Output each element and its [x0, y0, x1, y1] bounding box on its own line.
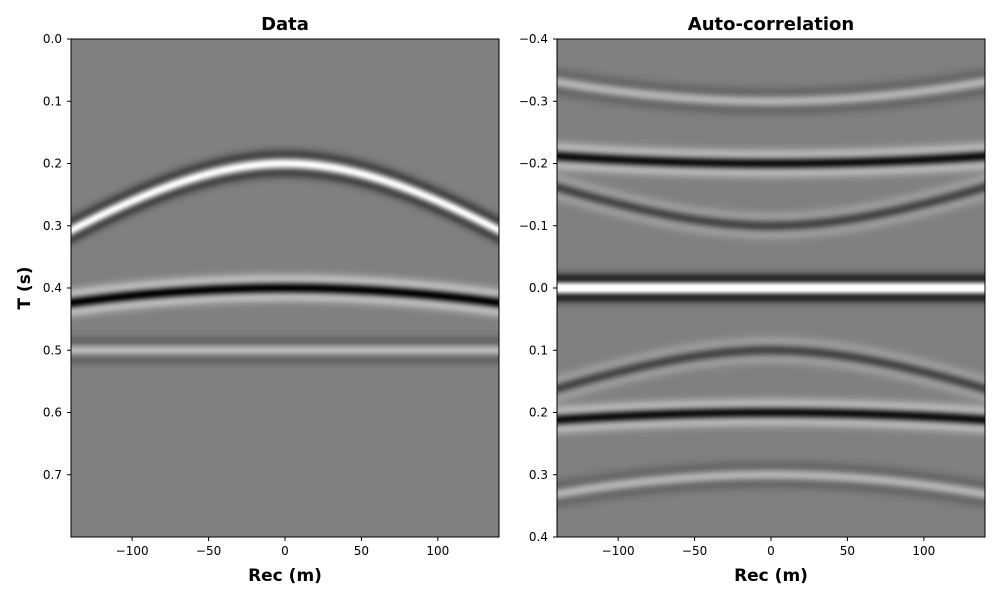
autocorrelation-y-axis: −0.4 −0.3 −0.2 −0.1 0.0 0.1 0.2 0.3 0.4 — [519, 32, 557, 544]
data-x-tick-label: 0 — [281, 544, 289, 558]
data-y-tick-label: 0.2 — [43, 157, 62, 171]
data-y-tick-label: 0.7 — [43, 468, 62, 482]
autocorrelation-x-tick-label: 100 — [912, 544, 935, 558]
autocorrelation-y-tick-label: 0.4 — [529, 530, 548, 544]
autocorrelation-x-tick-label: −50 — [682, 544, 707, 558]
autocorrelation-x-axis-title: Rec (m) — [734, 566, 808, 586]
data-x-tick-label: 100 — [426, 544, 449, 558]
autocorrelation-y-tick-label: 0.3 — [529, 468, 548, 482]
data-y-tick-label: 0.5 — [43, 343, 62, 357]
autocorrelation-x-tick-label: 50 — [840, 544, 855, 558]
autocorrelation-x-tick-label: −100 — [602, 544, 635, 558]
autocorrelation-panel: Auto-correlation −100 −50 0 50 100 −0.4−0.3−… — [519, 14, 986, 586]
data-y-tick-label: 0.0 — [43, 32, 62, 46]
data-x-tick-label: −50 — [196, 544, 221, 558]
data-x-tick-label: 50 — [354, 544, 369, 558]
data-y-tick-label: 0.6 — [43, 406, 62, 420]
autocorrelation-y-tick-label: 0.2 — [529, 406, 548, 420]
autocorrelation-x-tick-label: 0 — [767, 544, 775, 558]
data-y-axis: 0.0 0.1 0.2 0.3 0.4 0.5 0.6 0.7 — [43, 32, 71, 482]
autocorrelation-y-tick-label: −0.1 — [519, 219, 548, 233]
data-panel-title: Data — [261, 14, 309, 35]
autocorrelation-y-tick-label: −0.4 — [519, 32, 548, 46]
autocorrelation-y-tick-label: −0.2 — [519, 157, 548, 171]
data-y-tick-label: 0.3 — [43, 219, 62, 233]
autocorrelation-y-tick-label: 0.0 — [529, 281, 548, 295]
data-x-axis: −100 −50 0 50 100 — [116, 537, 449, 558]
data-x-axis-title: Rec (m) — [248, 566, 322, 586]
data-y-axis-title: T (s) — [15, 266, 35, 309]
data-y-tick-label: 0.4 — [43, 281, 62, 295]
autocorrelation-y-tick-label: 0.1 — [529, 343, 548, 357]
data-x-tick-label: −100 — [116, 544, 149, 558]
autocorrelation-panel-title: Auto-correlation — [688, 14, 854, 35]
autocorrelation-x-axis: −100 −50 0 50 100 — [602, 537, 935, 558]
data-y-tick-label: 0.1 — [43, 94, 62, 108]
autocorrelation-heatmap-image — [557, 39, 985, 537]
data-heatmap-image — [71, 39, 499, 537]
autocorrelation-y-tick-label: −0.3 — [519, 94, 548, 108]
data-panel: Data −100 −50 0 50 100 0.0 0.1 0.2 0.3 0.4 0.5 0.6… — [15, 14, 500, 586]
